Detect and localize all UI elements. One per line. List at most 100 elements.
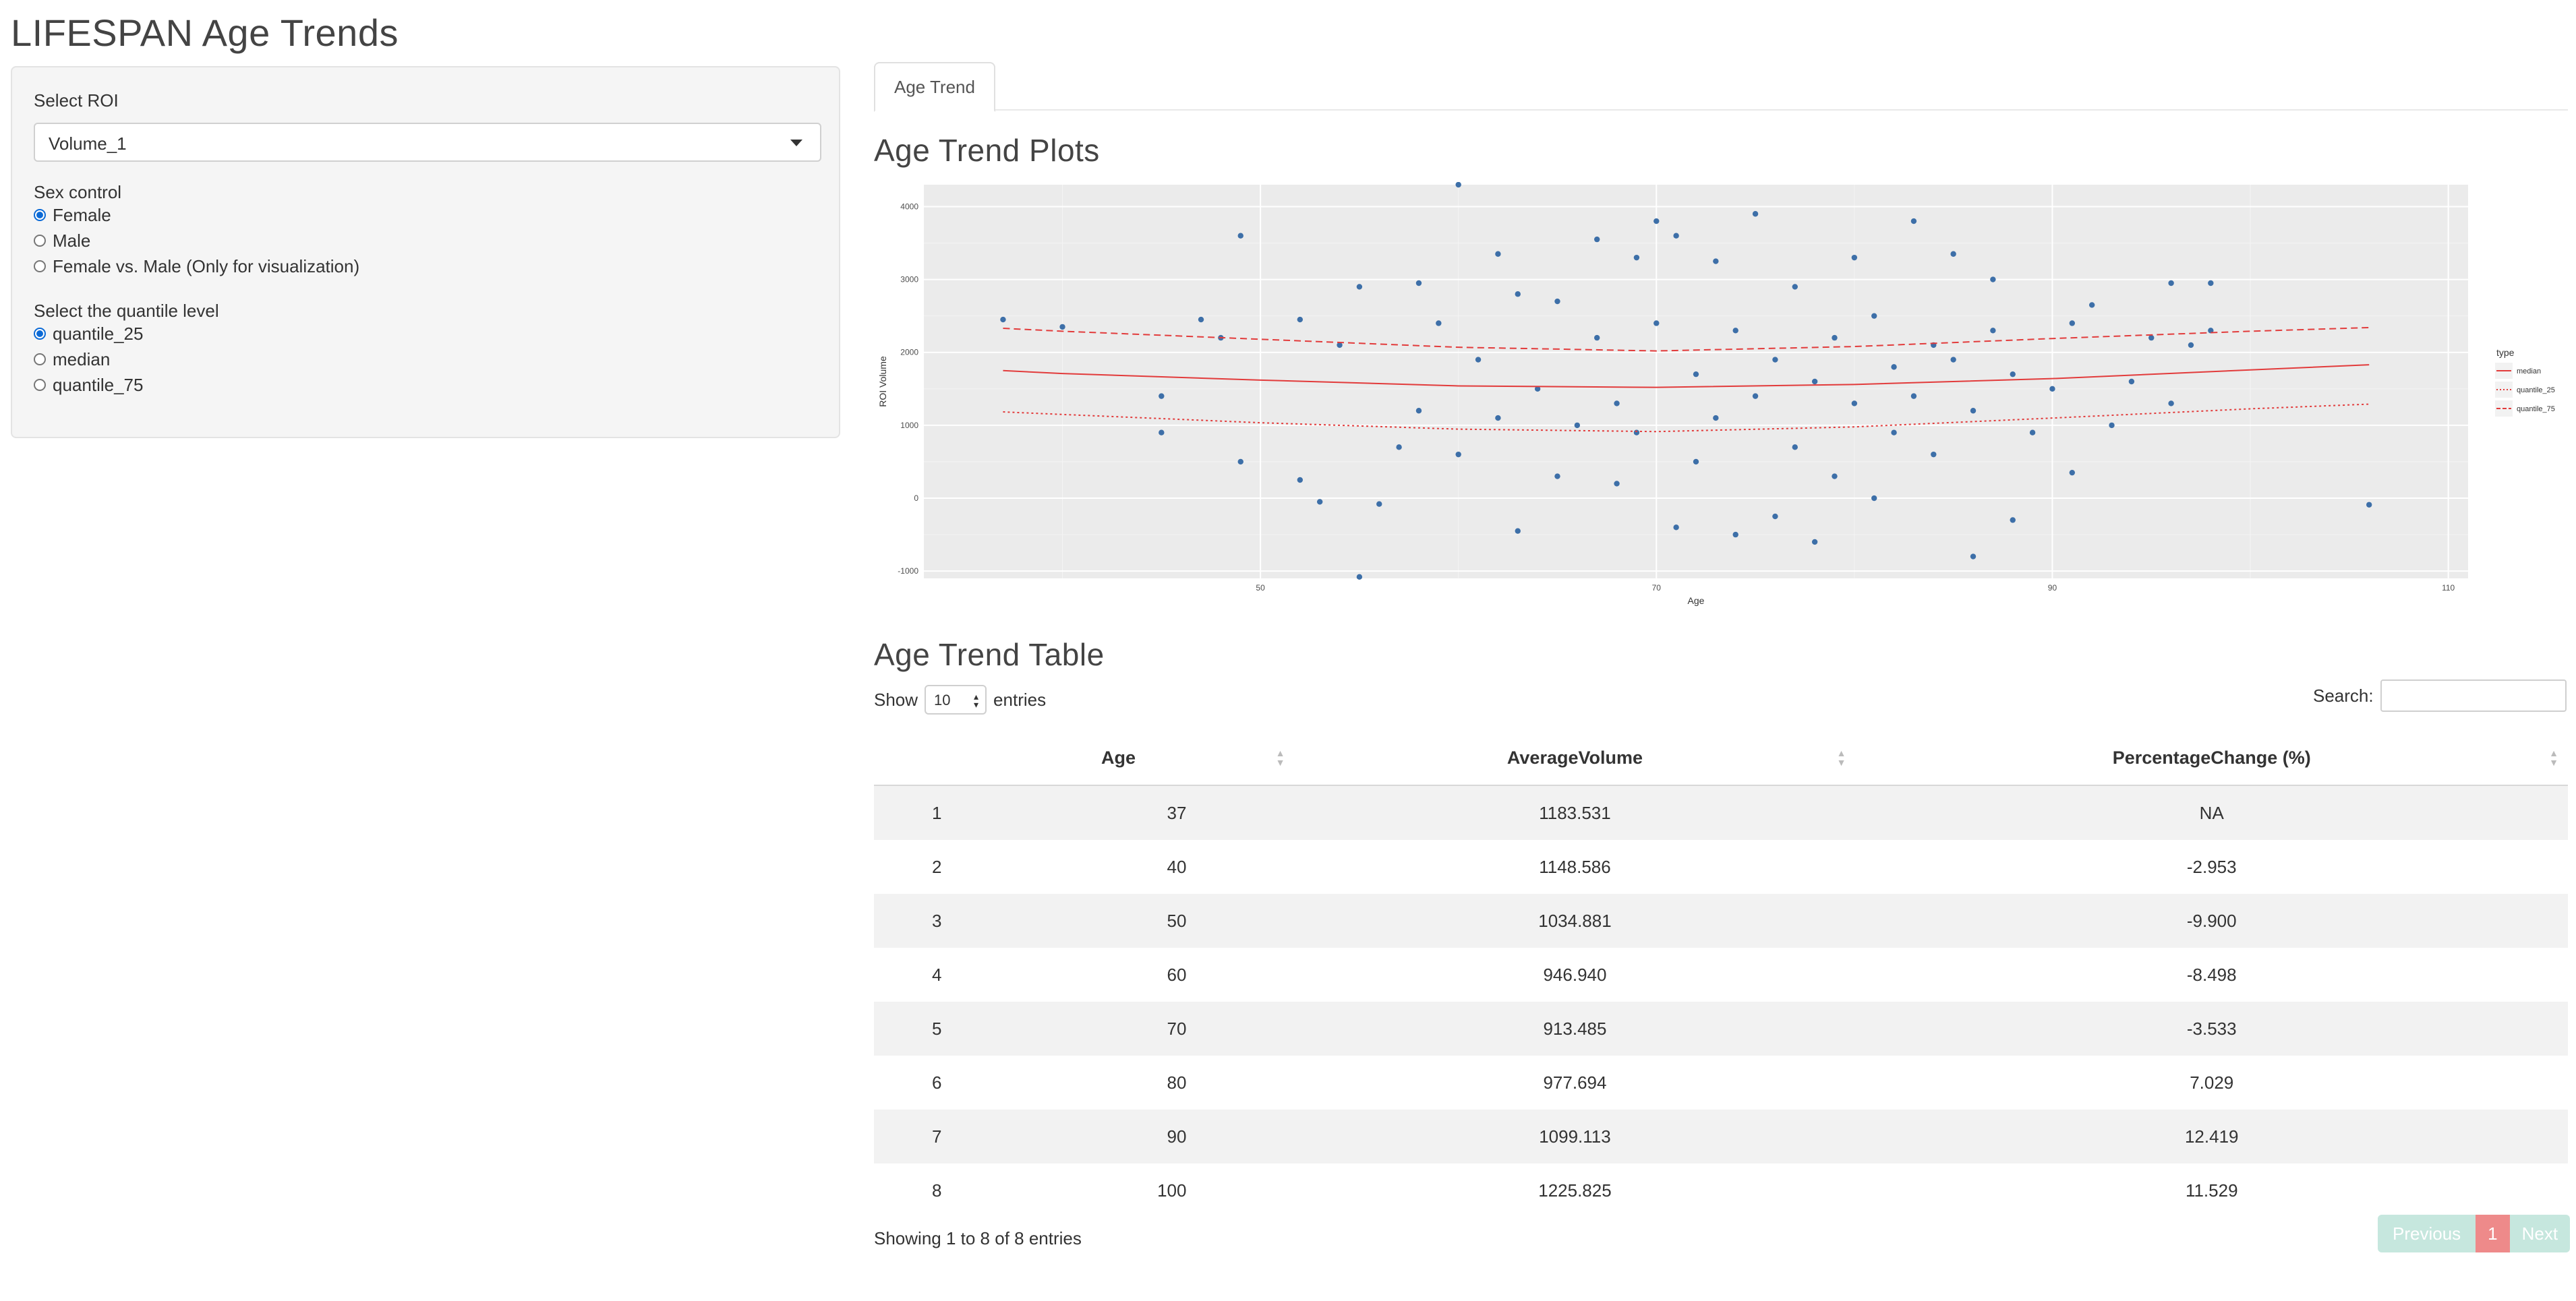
previous-button[interactable]: Previous [2378,1215,2476,1252]
col-header-average-volume[interactable]: AverageVolume ▲ ▼ [1294,731,1856,786]
quantile-label: Select the quantile level [34,301,219,321]
radio-label: Female vs. Male (Only for visualization) [53,255,360,276]
col-header-age[interactable]: Age ▲ ▼ [942,731,1295,786]
legend-entry-label: quantile_75 [2517,405,2555,413]
page-length-select[interactable]: 10 ▴ ▾ [925,685,987,715]
radio-quantile-25[interactable]: quantile_25 [34,322,143,345]
scatter-point [1891,429,1897,435]
scatter-point [1159,393,1165,399]
scatter-point [1237,233,1243,239]
scatter-point [1851,254,1858,261]
y-tick-label: 3000 [900,275,918,284]
scatter-point [1316,499,1323,505]
legend-title: type [2496,347,2515,358]
scatter-point [1297,316,1304,323]
scatter-point [1554,473,1560,479]
scatter-point [2366,502,2372,508]
radio-unchecked-icon[interactable] [34,353,46,365]
scatter-point [1693,458,1699,465]
page-button-current[interactable]: 1 [2476,1215,2510,1252]
scatter-point [1772,513,1778,520]
cell-percentage-change: NA [1855,785,2568,840]
scatter-point [2069,469,2076,476]
y-tick-label: 1000 [900,421,918,430]
scatter-point [1792,284,1798,290]
radio-label: Male [53,230,91,251]
y-axis-ticks: -1000 0 1000 2000 3000 4000 [898,202,918,576]
scatter-point [1653,218,1660,224]
scatter-point [2088,302,2095,308]
page-length-control: Show 10 ▴ ▾ entries [874,685,1046,715]
scatter-point [1554,298,1560,305]
radio-unchecked-icon[interactable] [34,379,46,391]
col-header-label: AverageVolume [1506,747,1643,768]
cell-index: 1 [874,785,943,840]
cell-percentage-change: -3.533 [1855,1002,2568,1056]
cell-percentage-change: -8.498 [2186,964,2237,985]
scatter-point [2148,334,2155,341]
radio-sex-female[interactable]: Female [34,204,111,226]
col-header-label: PercentageChange (%) [2112,747,2311,768]
scatter-point [1732,328,1738,334]
scatter-point [1752,211,1759,217]
scatter-point [1931,451,1937,458]
trend-line-quantile-25 [1003,403,2370,433]
next-button[interactable]: Next [2509,1215,2571,1252]
scatter-point [1990,328,1996,334]
scatter-point [1811,539,1818,545]
sidebar-panel: Select ROI Volume_1 Sex control Female M… [11,66,840,438]
roi-select[interactable]: Volume_1 [34,123,821,162]
col-header-percentage-change[interactable]: PercentageChange (%) ▲ ▼ [1855,731,2568,786]
radio-unchecked-icon[interactable] [34,260,46,272]
scatter-point [1415,280,1422,286]
scatter-point [1455,451,1461,458]
age-trend-table: Age ▲ ▼ AverageVolume ▲ ▼ PercentageChange (… [874,731,2568,1217]
scatter-point [1910,393,1917,399]
scatter-point [1990,276,1996,282]
radio-checked-icon[interactable] [34,328,46,340]
scatter-point [1000,316,1006,323]
cell-age: 37 [942,785,1295,840]
scatter-point [1356,284,1363,290]
radio-sex-compare[interactable]: Female vs. Male (Only for visualization) [34,255,359,278]
table-heading: Age Trend Table [874,637,1105,672]
cell-age: 40 [1167,856,1187,877]
cell-age: 90 [942,1110,1295,1163]
radio-unchecked-icon[interactable] [34,235,46,247]
radio-quantile-75[interactable]: quantile_75 [34,373,143,396]
app-title: LIFESPAN Age Trends [11,11,399,54]
chart-legend: type median quantile_25 quantile_75 [2495,347,2555,417]
chevron-down-icon [790,140,802,146]
cell-average-volume: 946.940 [1543,964,1607,985]
scatter-point [1792,444,1798,450]
cell-age: 60 [1167,964,1187,985]
cell-percentage-change: 7.029 [2190,1072,2234,1093]
y-tick-label: -1000 [898,566,918,576]
scatter-point [1237,458,1243,465]
cell-average-volume: 1183.531 [1294,785,1856,840]
col-header-label: Age [1101,747,1136,768]
cell-average-volume: 977.694 [1543,1072,1607,1093]
cell-average-volume: 1148.586 [1539,856,1611,877]
scatter-point [1376,501,1382,507]
x-tick-label: 70 [1652,583,1662,593]
scatter-point [1713,415,1719,421]
trend-line-median [1003,364,2370,388]
scatter-point [1832,473,1838,479]
roi-label: Select ROI [34,90,119,111]
search-input[interactable] [2380,679,2567,712]
scatter-point [2069,320,2076,326]
table-search: Search: [2313,679,2567,712]
tab-age-trend[interactable]: Age Trend [874,62,995,112]
radio-checked-icon[interactable] [34,209,46,221]
radio-sex-male[interactable]: Male [34,229,90,252]
legend-entry-label: median [2517,367,2541,375]
roi-select-value: Volume_1 [49,133,127,154]
radio-quantile-median[interactable]: median [34,348,110,371]
scatter-point [2168,400,2174,406]
sort-icon: ▲ ▼ [1275,748,1285,768]
scatter-point [1574,422,1581,429]
cell-age: 100 [1157,1180,1187,1201]
y-tick-label: 4000 [900,202,918,211]
cell-index: 5 [874,1002,943,1056]
